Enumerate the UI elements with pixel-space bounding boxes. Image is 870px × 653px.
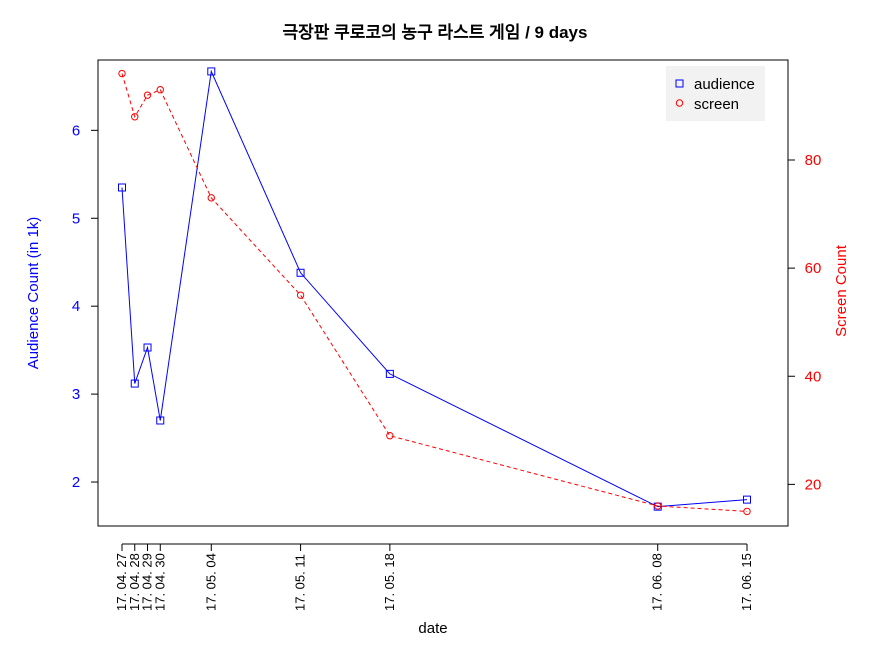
left-tick-label: 2	[72, 474, 80, 491]
audience-point	[156, 416, 165, 425]
x-tick-label: 17. 05. 04	[203, 553, 218, 611]
left-axis: 2 3 4 5 6	[72, 122, 99, 491]
right-axis: 20 40 60 80	[787, 152, 822, 493]
right-axis-label: Screen Count	[833, 244, 850, 337]
series-layer	[118, 67, 751, 516]
legend-box	[666, 66, 765, 121]
x-tick-label: 17. 05. 18	[382, 553, 397, 611]
audience-point	[118, 183, 126, 192]
screen-point	[131, 113, 139, 121]
x-tick-label: 17. 05. 11	[293, 554, 308, 611]
right-tick-label: 40	[805, 368, 822, 385]
screen-point	[296, 291, 305, 299]
left-tick-label: 5	[72, 210, 80, 227]
screen-point	[118, 69, 126, 78]
right-tick-label: 60	[805, 260, 822, 277]
audience-point	[143, 343, 152, 352]
x-tick-label: 17. 04. 30	[152, 553, 167, 611]
audience-point	[296, 268, 305, 277]
left-tick-label: 6	[72, 122, 80, 139]
legend: audience screen	[666, 66, 765, 121]
audience-point	[130, 379, 139, 388]
series-screen	[118, 69, 751, 516]
screen-line	[121, 73, 748, 512]
plot-frame	[97, 59, 789, 527]
series-audience	[118, 67, 751, 511]
right-tick-label: 20	[805, 476, 822, 493]
x-tick-label: 17. 04. 28	[127, 553, 142, 611]
screen-point	[207, 194, 215, 202]
screen-point	[143, 91, 152, 99]
x-tick-label: 17. 06. 08	[650, 553, 665, 611]
x-tick-label: 17. 04. 27	[114, 553, 129, 611]
x-axis-label: date	[418, 620, 447, 637]
left-tick-label: 3	[72, 386, 80, 403]
audience-point	[743, 495, 751, 504]
legend-screen-label: screen	[694, 96, 739, 113]
screen-point	[743, 507, 751, 516]
screen-point	[386, 432, 394, 440]
audience-point	[207, 67, 216, 76]
right-tick-label: 80	[805, 152, 822, 169]
chart-title: 극장판 쿠로코의 농구 라스트 게임 / 9 days	[283, 22, 588, 42]
left-tick-label: 4	[72, 298, 80, 315]
x-tick-label: 17. 06. 15	[739, 553, 754, 611]
legend-audience-marker	[675, 79, 684, 88]
legend-audience-label: audience	[694, 76, 755, 93]
audience-point	[385, 369, 394, 378]
left-axis-label: Audience Count (in 1k)	[25, 217, 42, 370]
screen-point	[156, 86, 164, 94]
legend-screen-marker	[675, 99, 684, 107]
audience-line	[121, 69, 748, 508]
screen-point	[654, 502, 662, 510]
x-tick-label: 17. 04. 29	[140, 553, 155, 611]
